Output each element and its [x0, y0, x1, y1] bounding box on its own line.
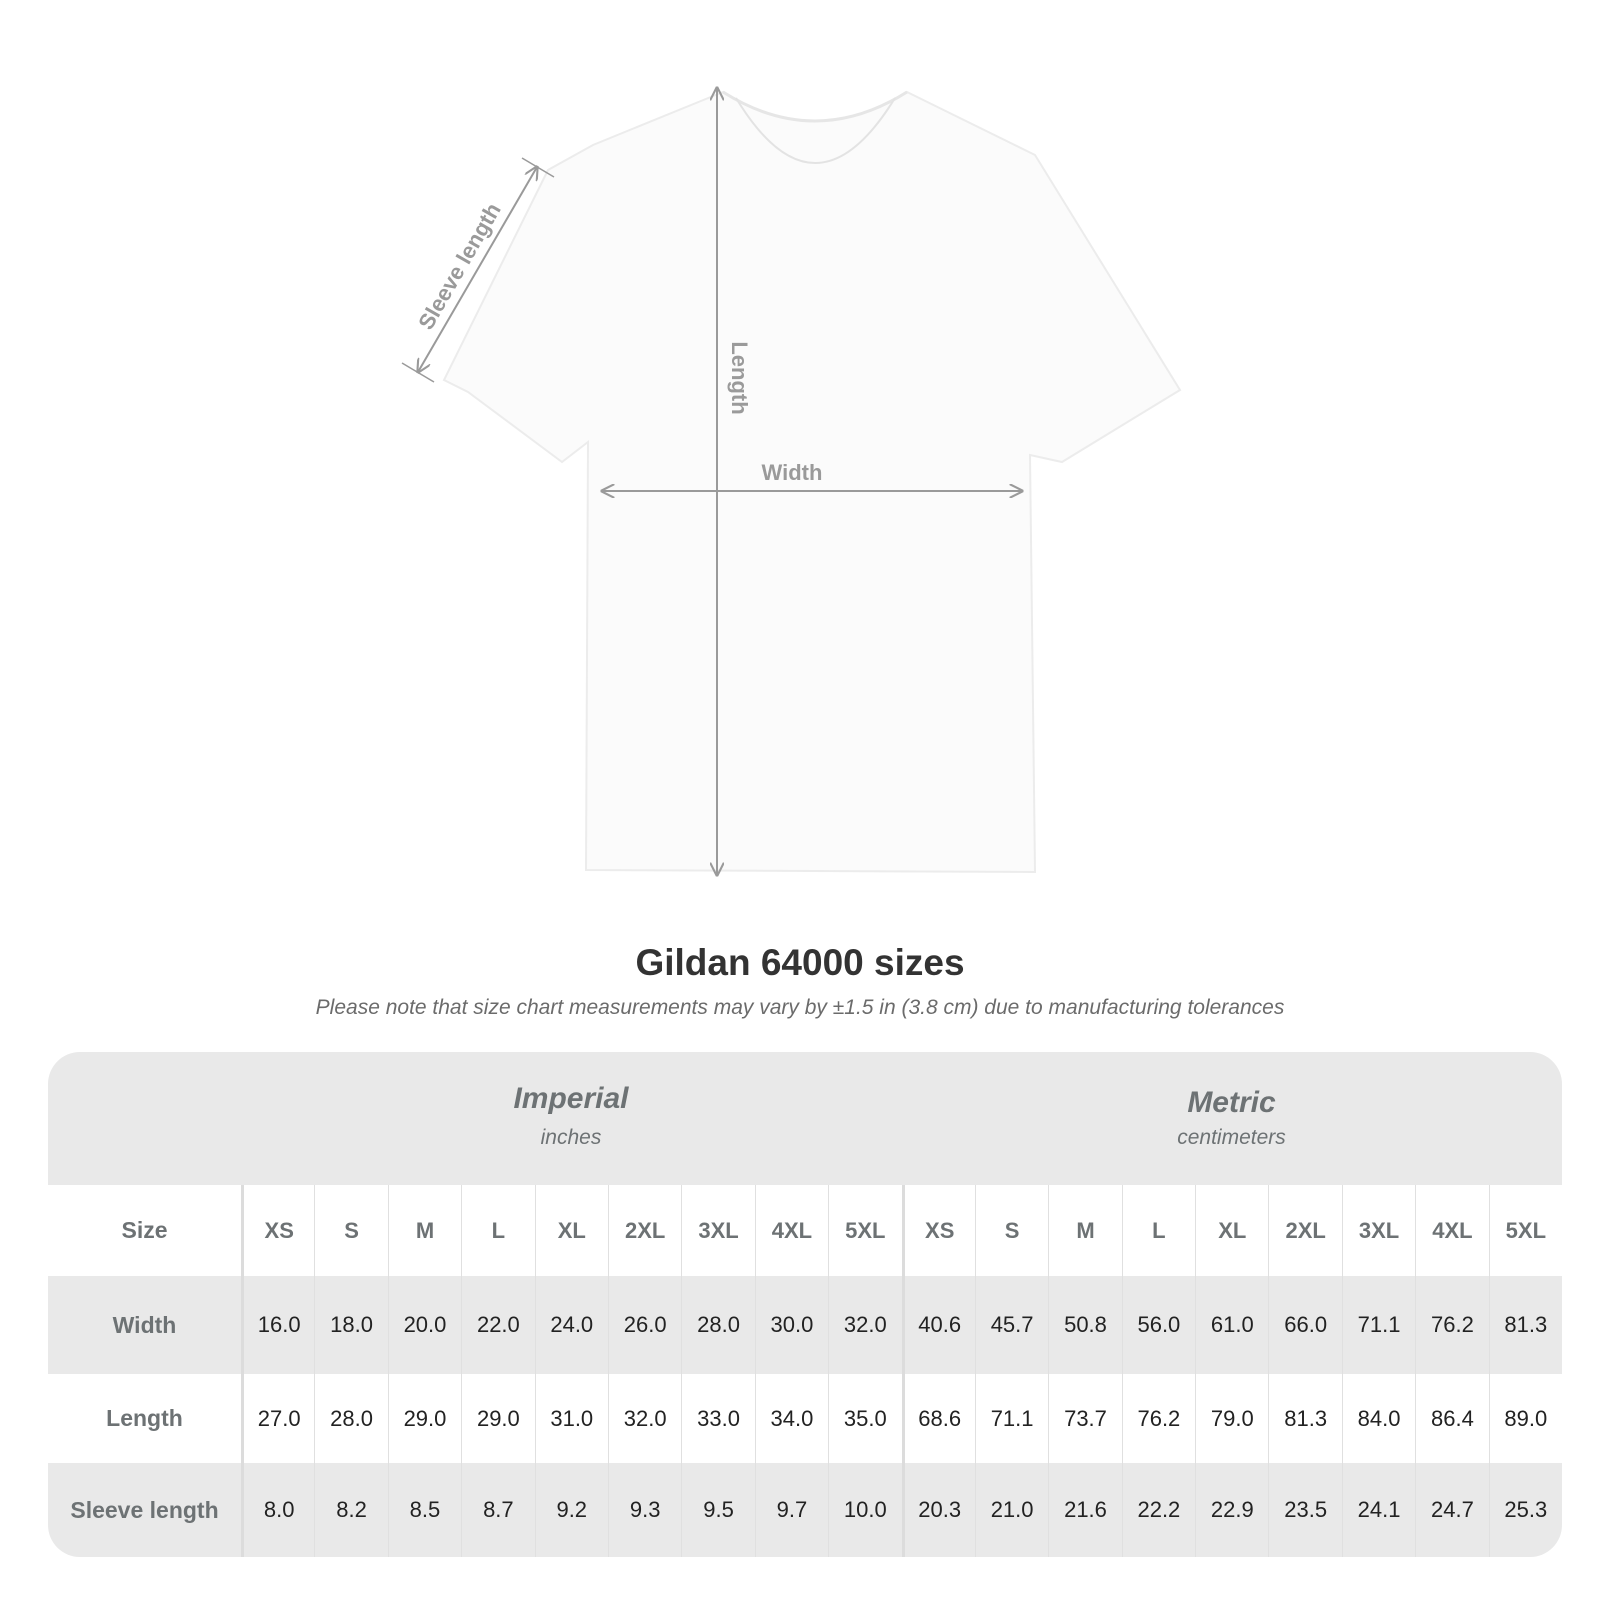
metric-header: Metric centimeters: [901, 1052, 1562, 1185]
imperial-value-cell: 30.0: [754, 1276, 828, 1374]
imperial-unit: inches: [540, 1126, 602, 1149]
imperial-value-cell: 28.0: [681, 1276, 754, 1374]
imperial-value-cell: 20.0: [387, 1276, 461, 1374]
size-label: Size: [121, 1217, 168, 1243]
metric-value-cell: 71.1: [974, 1374, 1048, 1463]
tolerance-note: Please note that size chart measurements…: [315, 996, 1285, 1019]
row-label: Sleeve length: [70, 1496, 219, 1523]
metric-value-cell: 81.3: [1488, 1276, 1562, 1374]
imperial-value-cell: 9.5: [681, 1463, 754, 1557]
imperial-value-cell: 9.7: [754, 1463, 828, 1557]
imperial-size-2xl: 2XL: [607, 1185, 681, 1276]
row-label: Length: [106, 1405, 183, 1431]
metric-unit: centimeters: [1177, 1126, 1286, 1149]
size-chart-table: Imperial inches Metric centimeters Size X…: [48, 1052, 1562, 1557]
imperial-size-4xl: 4XL: [754, 1185, 828, 1276]
metric-size-5xl: 5XL: [1488, 1185, 1562, 1276]
metric-size-2xl: 2XL: [1268, 1185, 1341, 1276]
imperial-value-cell: 34.0: [754, 1374, 828, 1463]
imperial-value-cell: 22.0: [461, 1276, 534, 1374]
imperial-value-cell: 27.0: [241, 1374, 314, 1463]
imperial-size-3xl: 3XL: [681, 1185, 754, 1276]
metric-value-cell: 22.2: [1121, 1463, 1195, 1557]
metric-size-l: L: [1121, 1185, 1195, 1276]
imperial-size-5xl: 5XL: [828, 1185, 901, 1276]
metric-value-cell: 68.6: [901, 1374, 975, 1463]
row-label: Width: [112, 1311, 177, 1338]
page-title: Gildan 64000 sizes: [635, 942, 965, 983]
metric-value-cell: 66.0: [1268, 1276, 1341, 1374]
imperial-value-cell: 29.0: [387, 1374, 461, 1463]
metric-value-cell: 24.7: [1415, 1463, 1488, 1557]
metric-value-cell: 24.1: [1341, 1463, 1415, 1557]
imperial-value-cell: 8.7: [461, 1463, 534, 1557]
metric-value-cell: 40.6: [901, 1276, 975, 1374]
metric-size-s: S: [974, 1185, 1048, 1276]
metric-value-cell: 56.0: [1121, 1276, 1195, 1374]
metric-value-cell: 73.7: [1048, 1374, 1121, 1463]
imperial-value-cell: 35.0: [828, 1374, 901, 1463]
imperial-value-cell: 9.2: [534, 1463, 608, 1557]
imperial-value-cell: 32.0: [607, 1374, 681, 1463]
width-label: Width: [762, 460, 823, 485]
imperial-value-cell: 16.0: [241, 1276, 314, 1374]
metric-value-cell: 20.3: [901, 1463, 975, 1557]
length-label: Length: [727, 341, 752, 414]
unit-header-band: [48, 1052, 1562, 1185]
metric-value-cell: 76.2: [1415, 1276, 1488, 1374]
metric-value-cell: 61.0: [1195, 1276, 1268, 1374]
imperial-value-cell: 28.0: [314, 1374, 387, 1463]
imperial-size-m: M: [387, 1185, 461, 1276]
metric-value-cell: 84.0: [1341, 1374, 1415, 1463]
metric-value-cell: 21.6: [1048, 1463, 1121, 1557]
metric-value-cell: 21.0: [974, 1463, 1048, 1557]
metric-value-cell: 23.5: [1268, 1463, 1341, 1557]
metric-value-cell: 71.1: [1341, 1276, 1415, 1374]
imperial-value-cell: 29.0: [461, 1374, 534, 1463]
imperial-size-s: S: [314, 1185, 387, 1276]
size-header-row: Size XS S M L XL 2XL 3XL 4XL 5XL XS S M L XL 2XL 3XL 4XL 5…: [48, 1185, 1562, 1276]
imperial-value-cell: 24.0: [534, 1276, 608, 1374]
imperial-value-cell: 26.0: [607, 1276, 681, 1374]
metric-value-cell: 25.3: [1488, 1463, 1562, 1557]
metric-title: Metric: [1187, 1086, 1276, 1119]
imperial-size-l: L: [461, 1185, 534, 1276]
tshirt-measurement-diagram: Sleeve length Length Width: [401, 0, 1182, 900]
metric-value-cell: 86.4: [1415, 1374, 1488, 1463]
imperial-size-xs: XS: [241, 1185, 314, 1276]
metric-value-cell: 22.9: [1195, 1463, 1268, 1557]
metric-value-cell: 50.8: [1048, 1276, 1121, 1374]
metric-value-cell: 81.3: [1268, 1374, 1341, 1463]
imperial-value-cell: 9.3: [607, 1463, 681, 1557]
table-row-width: Width 16.0 18.0 20.0 22.0 24.0 26.0 28.0 30.0 32.…: [48, 1276, 1562, 1374]
metric-size-xl: XL: [1195, 1185, 1268, 1276]
metric-size-3xl: 3XL: [1341, 1185, 1415, 1276]
imperial-value-cell: 31.0: [534, 1374, 608, 1463]
imperial-size-xl: XL: [534, 1185, 608, 1276]
imperial-value-cell: 32.0: [828, 1276, 901, 1374]
sleeve-arrow: [418, 167, 537, 372]
metric-value-cell: 45.7: [974, 1276, 1048, 1374]
metric-size-4xl: 4XL: [1415, 1185, 1488, 1276]
imperial-header: Imperial inches: [241, 1052, 901, 1185]
imperial-value-cell: 8.2: [314, 1463, 387, 1557]
metric-size-xs: XS: [901, 1185, 975, 1276]
metric-value-cell: 89.0: [1488, 1374, 1562, 1463]
metric-size-m: M: [1048, 1185, 1121, 1276]
imperial-value-cell: 10.0: [828, 1463, 901, 1557]
table-row-length: Length 27.0 28.0 29.0 29.0 31.0 32.0 33.0 34.0 35…: [48, 1374, 1562, 1463]
metric-value-cell: 79.0: [1195, 1374, 1268, 1463]
metric-value-cell: 76.2: [1121, 1374, 1195, 1463]
imperial-value-cell: 18.0: [314, 1276, 387, 1374]
imperial-title: Imperial: [513, 1082, 629, 1115]
table-row-sleeve-length: Sleeve length 8.0 8.2 8.5 8.7 9.2 9.3 9.5 9.7 10.…: [48, 1463, 1562, 1557]
imperial-value-cell: 33.0: [681, 1374, 754, 1463]
imperial-value-cell: 8.5: [387, 1463, 461, 1557]
imperial-value-cell: 8.0: [241, 1463, 314, 1557]
